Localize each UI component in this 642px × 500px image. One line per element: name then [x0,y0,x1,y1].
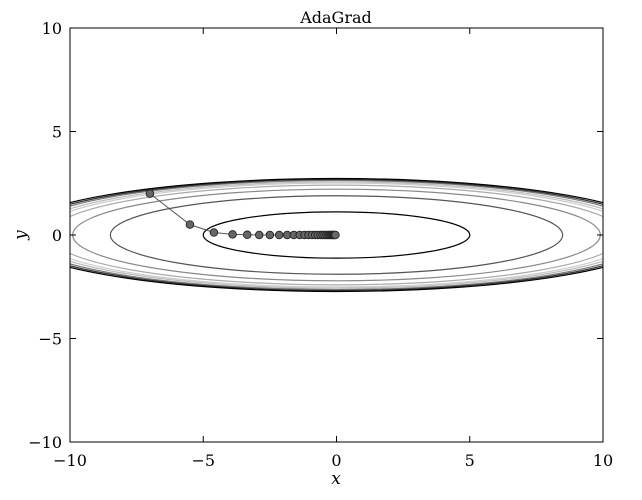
contour-line [70,177,603,293]
trajectory-point [228,230,237,239]
y-tick-label: 10 [42,19,62,38]
x-tick-label: 5 [465,451,475,470]
x-tick-label: 0 [331,451,341,470]
y-tick-label: −5 [38,330,62,349]
x-axis-label: x [331,469,341,489]
contour-line [109,195,564,275]
trajectory-point [265,230,275,240]
contour-line [70,178,603,292]
contour-line [202,211,471,259]
y-tick-label: −10 [28,433,62,452]
trajectory-point [209,228,219,237]
trajectory-line [149,193,336,236]
trajectory-point [145,189,155,198]
x-tick-label: −10 [53,451,87,470]
contour-line [70,184,603,286]
y-axis-label: y [11,230,31,241]
trajectory-layer [145,189,340,240]
trajectory-point [242,230,252,240]
contour-line [70,179,603,291]
x-tick-label: 10 [593,451,613,470]
x-tick-label: −5 [191,451,215,470]
chart-title: AdaGrad [299,8,372,27]
y-tick-label: 0 [52,226,62,245]
tick-layer: −10 −5 0 5 10 −10 −5 0 5 10 [28,19,613,470]
trajectory-point [331,230,340,240]
y-tick-label: 5 [52,123,62,142]
trajectory-point [254,230,264,240]
trajectory-point [274,230,284,240]
trajectory-point [185,220,195,229]
contour-line [70,182,603,288]
contour-line [70,181,603,289]
